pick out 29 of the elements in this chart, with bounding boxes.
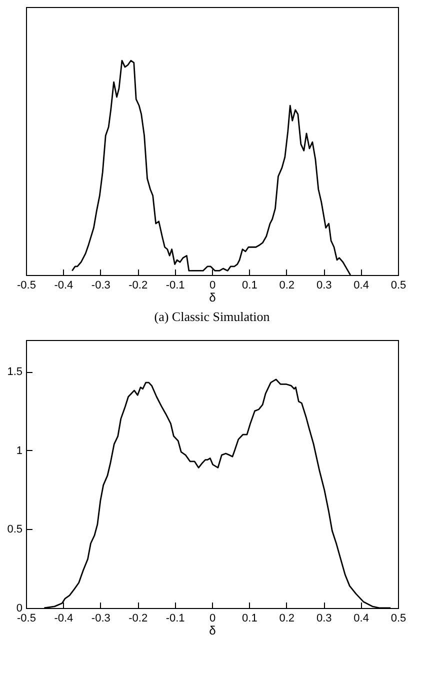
x-tick-label: 0.5 — [390, 280, 406, 292]
x-tick-label: 0.2 — [279, 280, 295, 292]
x-tick-label: 0.3 — [316, 612, 332, 624]
x-tick-label: 0 — [209, 280, 216, 292]
x-axis-title: δ — [209, 624, 216, 638]
x-tick-label: 0.4 — [354, 612, 369, 624]
y-tick-label: 1 — [16, 444, 22, 457]
x-tick-label: -0.3 — [91, 280, 110, 292]
x-tick-label: -0.3 — [91, 612, 110, 624]
y-tick-label: 0 — [16, 602, 22, 614]
x-tick-label: -0.5 — [17, 280, 36, 292]
x-tick-label: 0 — [209, 612, 216, 624]
x-tick-label: 0.5 — [390, 612, 406, 624]
x-tick-label: -0.1 — [166, 280, 185, 292]
x-tick-label: -0.1 — [166, 612, 185, 624]
x-tick-label: 0.1 — [242, 280, 258, 292]
x-axis-title: δ — [209, 290, 216, 304]
x-tick-label: -0.4 — [54, 612, 74, 624]
y-tick-label: 1.5 — [7, 366, 22, 378]
x-tick-label: 0.4 — [354, 280, 369, 292]
y-tick-label: 0.5 — [7, 524, 22, 536]
x-tick-label: -0.2 — [128, 280, 148, 292]
x-tick-label: -0.4 — [54, 280, 74, 292]
x-tick-label: 0.1 — [242, 612, 258, 624]
x-tick-label: -0.5 — [17, 612, 36, 624]
x-tick-label: 0.3 — [316, 280, 332, 292]
x-tick-label: -0.2 — [128, 612, 148, 624]
text: (a) Classic Simulation — [154, 309, 270, 324]
x-tick-label: 0.2 — [279, 612, 295, 624]
